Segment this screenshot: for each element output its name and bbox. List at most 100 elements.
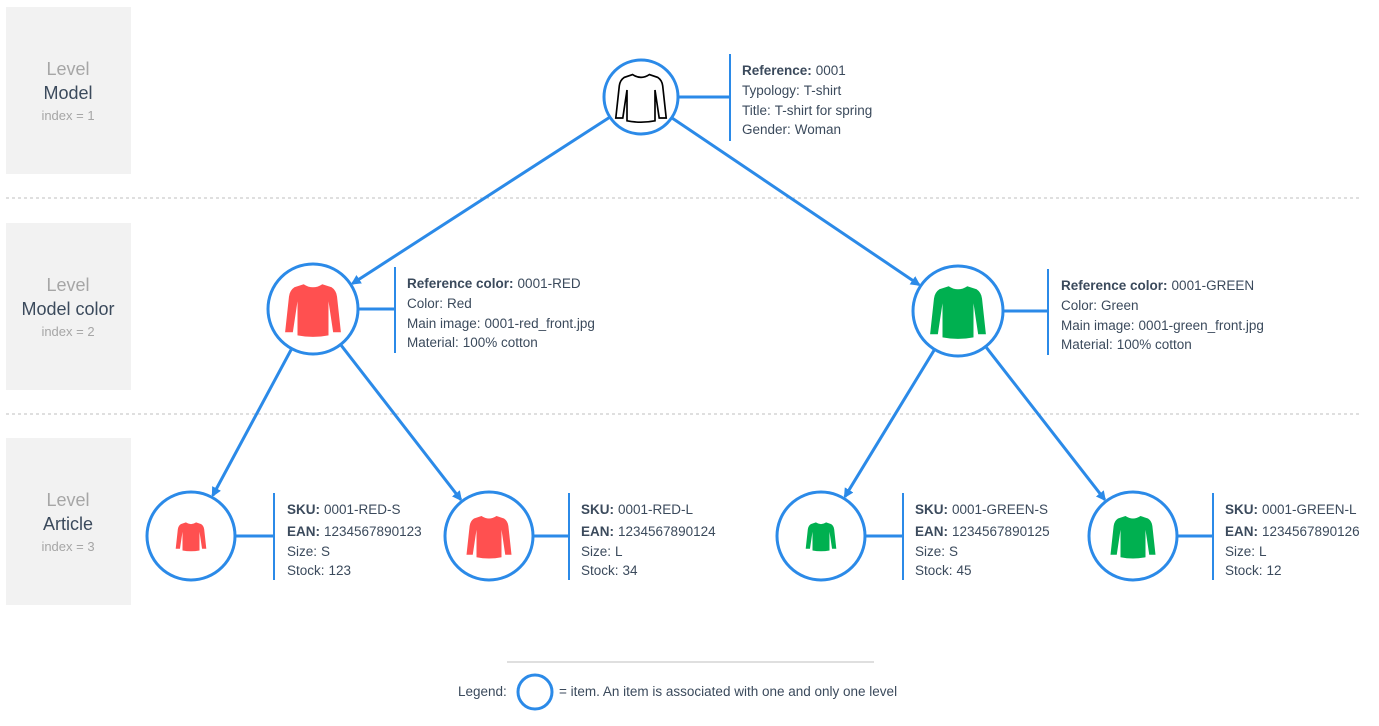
level-3-label: Level Article index = 3 [6, 438, 131, 605]
legend-label: Legend: [458, 684, 507, 699]
attribute-key: Color: [1061, 298, 1097, 313]
attribute-key: SKU: [581, 502, 614, 517]
attribute-value: 0001-GREEN [1172, 278, 1255, 293]
attribute-value: 45 [957, 563, 972, 578]
item-article-red-s[interactable]: SKU: 0001-RED-S EAN: 1234567890123 Size: S Sto… [145, 490, 422, 582]
attribute-value: 123 [329, 563, 352, 578]
attribute-line: Color: Red [407, 296, 472, 311]
level-name: Article [43, 514, 93, 534]
attribute-line: EAN: 1234567890126 [1225, 524, 1360, 539]
attribute-key: Reference color: [407, 276, 514, 291]
level-word: Level [46, 59, 89, 79]
arrow-color-red-to-article-red-s [211, 347, 294, 498]
attribute-line: Material: 100% cotton [1061, 337, 1192, 352]
attribute-value: 0001-GREEN-L [1262, 502, 1357, 517]
attribute-key: Typology: [742, 83, 800, 98]
attribute-value: Green [1101, 298, 1139, 313]
level-word: Level [46, 275, 89, 295]
attribute-line: Stock: 34 [581, 563, 638, 578]
attribute-line: SKU: 0001-RED-L [581, 502, 694, 517]
attribute-line: SKU: 0001-RED-S [287, 502, 401, 517]
attribute-line: Material: 100% cotton [407, 335, 538, 350]
attribute-value: 12 [1267, 563, 1282, 578]
attribute-key: Reference color: [1061, 278, 1168, 293]
attribute-key: Size: [287, 544, 317, 559]
attribute-key: Size: [581, 544, 611, 559]
attribute-value: L [1259, 544, 1267, 559]
attribute-value: S [321, 544, 330, 559]
attribute-key: Stock: [287, 563, 325, 578]
attribute-line: EAN: 1234567890123 [287, 524, 422, 539]
attribute-key: Stock: [915, 563, 953, 578]
attribute-line: Stock: 12 [1225, 563, 1282, 578]
arrow-color-green-to-article-green-l [984, 345, 1106, 502]
attribute-value: 0001-green_front.jpg [1139, 318, 1264, 333]
arrow-color-green-to-article-green-s [843, 348, 936, 499]
attribute-key: Main image: [407, 316, 481, 331]
level-name: Model [43, 83, 92, 103]
attribute-value: 1234567890124 [618, 524, 716, 539]
attribute-line: Title: T-shirt for spring [742, 103, 872, 118]
level-index: index = 3 [41, 539, 94, 554]
attribute-line: Gender: Woman [742, 122, 841, 137]
attribute-value: 0001-RED-S [324, 502, 401, 517]
item-model[interactable]: Reference: 0001 Typology: T-shirt Title: T-sh… [602, 54, 872, 141]
attribute-value: T-shirt for spring [775, 103, 873, 118]
legend: Legend: = item. An item is associated wi… [458, 661, 897, 711]
level-word: Level [46, 490, 89, 510]
attribute-key: SKU: [915, 502, 948, 517]
attribute-value: 34 [623, 563, 639, 578]
attribute-line: Stock: 45 [915, 563, 972, 578]
attribute-line: Color: Green [1061, 298, 1139, 313]
attribute-line: Size: L [1225, 544, 1267, 559]
attribute-key: Stock: [581, 563, 619, 578]
attribute-key: Color: [407, 296, 443, 311]
attribute-value: S [949, 544, 958, 559]
item-color-red[interactable]: Reference color: 0001-RED Color: Red Main im… [266, 262, 595, 356]
attribute-key: Material: [407, 335, 459, 350]
attribute-line: SKU: 0001-GREEN-S [915, 502, 1048, 517]
item-color-green[interactable]: Reference color: 0001-GREEN Color: Green Mai… [911, 264, 1264, 358]
attribute-value: Woman [795, 122, 841, 137]
attribute-line: EAN: 1234567890124 [581, 524, 716, 539]
level-name: Model color [21, 299, 114, 319]
item-article-green-l[interactable]: SKU: 0001-GREEN-L EAN: 1234567890126 Size: LS… [1087, 490, 1360, 582]
shirt-outline-icon [614, 73, 668, 124]
attribute-value: 1234567890125 [952, 524, 1050, 539]
level-2-label: Level Model color index = 2 [6, 223, 131, 390]
attribute-key: EAN: [287, 524, 320, 539]
attribute-key: EAN: [1225, 524, 1258, 539]
attribute-key: Stock: [1225, 563, 1263, 578]
attribute-key: Size: [1225, 544, 1255, 559]
arrow-model-to-color-green [670, 116, 921, 286]
attribute-value: 0001-red_front.jpg [485, 316, 595, 331]
attribute-line: Main image: 0001-red_front.jpg [407, 316, 595, 331]
legend-text: = item. An item is associated with one a… [559, 684, 897, 699]
attribute-value: 0001-GREEN-S [952, 502, 1048, 517]
attribute-value: 100% cotton [463, 335, 538, 350]
attribute-value: 0001 [816, 63, 846, 78]
level-box [6, 438, 131, 605]
attribute-value: L [615, 544, 623, 559]
item-circle-icon [516, 673, 554, 711]
attribute-line: Size: S [287, 544, 330, 559]
arrow-color-red-to-article-red-l [339, 343, 463, 502]
attribute-value: 0001-RED [518, 276, 581, 291]
attribute-value: 100% cotton [1117, 337, 1192, 352]
attribute-key: SKU: [287, 502, 320, 517]
level-1-label: Level Model index = 1 [6, 7, 131, 174]
level-box [6, 7, 131, 174]
attribute-line: Main image: 0001-green_front.jpg [1061, 318, 1264, 333]
attribute-line: SKU: 0001-GREEN-L [1225, 502, 1357, 517]
attribute-key: Reference: [742, 63, 812, 78]
arrow-model-to-color-red [350, 115, 611, 285]
level-box [6, 223, 131, 390]
item-article-red-l[interactable]: SKU: 0001-RED-L EAN: 1234567890124 Size: L Sto… [443, 490, 716, 582]
attribute-key: EAN: [581, 524, 614, 539]
level-index: index = 1 [41, 108, 94, 123]
attribute-key: EAN: [915, 524, 948, 539]
attribute-key: Size: [915, 544, 945, 559]
attribute-line: Reference: 0001 [742, 63, 846, 78]
